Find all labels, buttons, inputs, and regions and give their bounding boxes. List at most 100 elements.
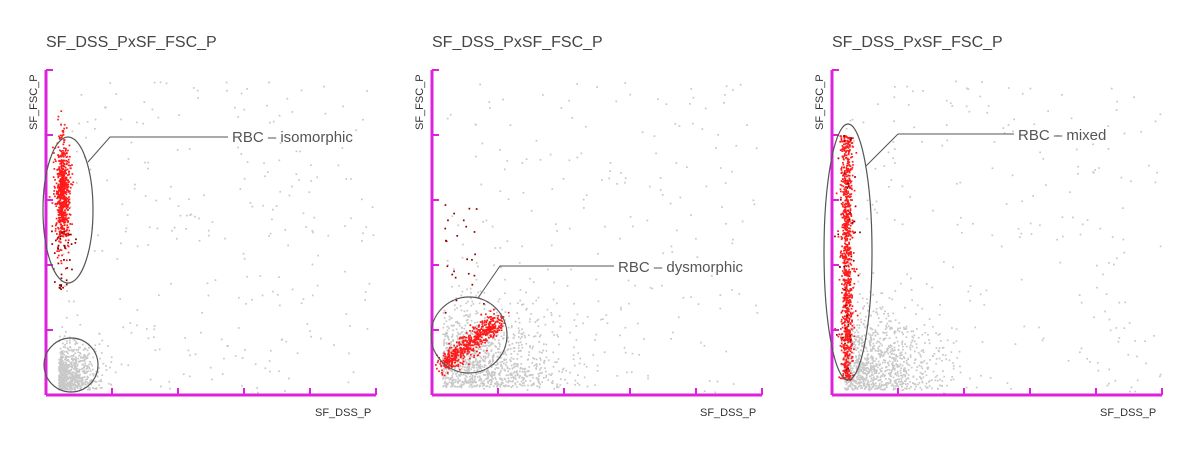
scatter-point	[517, 302, 519, 304]
scatter-point	[1113, 263, 1115, 266]
scatter-point	[858, 343, 860, 346]
scatter-point	[615, 100, 618, 103]
scatter-point	[480, 333, 483, 336]
scatter-point	[54, 195, 56, 198]
scatter-point	[868, 305, 870, 308]
scatter-point	[60, 154, 62, 157]
scatter-point	[64, 230, 67, 232]
scatter-point	[60, 164, 63, 167]
scatter-point	[915, 378, 918, 381]
scatter-point	[61, 154, 64, 156]
scatter-point	[211, 378, 213, 381]
scatter-point	[466, 258, 468, 261]
scatter-point	[909, 196, 911, 198]
scatter-point	[466, 322, 469, 324]
scatter-point	[497, 300, 500, 303]
scatter-point	[897, 365, 900, 368]
scatter-point	[83, 369, 86, 372]
scatter-point	[874, 167, 877, 170]
scatter-point	[110, 356, 113, 359]
scatter-point	[57, 184, 59, 187]
scatter-point	[969, 377, 971, 380]
scatter-point	[92, 373, 94, 375]
scatter-point	[62, 368, 65, 371]
scatter-point	[910, 386, 912, 388]
scatter-point	[64, 186, 67, 189]
scatter-point	[491, 375, 493, 378]
scatter-point	[477, 360, 479, 363]
scatter-point	[347, 381, 350, 384]
scatter-point	[446, 356, 449, 358]
scatter-point	[465, 336, 468, 339]
scatter-point	[556, 361, 558, 363]
scatter-point	[491, 341, 493, 344]
scatter-point	[78, 346, 80, 349]
scatter-point	[61, 225, 63, 228]
scatter-point	[62, 189, 65, 192]
scatter-point	[922, 376, 925, 379]
scatter-point	[69, 167, 72, 169]
scatter-point	[63, 198, 65, 200]
scatter-point	[974, 326, 977, 329]
scatter-point	[1130, 386, 1133, 389]
scatter-point	[267, 171, 269, 173]
scatter-point	[846, 357, 848, 360]
scatter-point	[490, 328, 492, 331]
scatter-point	[1124, 301, 1127, 304]
scatter-point	[86, 349, 89, 352]
scatter-point	[896, 366, 899, 368]
scatter-point	[451, 376, 454, 379]
scatter-point	[854, 381, 857, 384]
scatter-point	[529, 374, 532, 376]
scatter-point	[60, 155, 63, 158]
scatter-point	[450, 317, 452, 320]
scatter-point	[924, 385, 927, 388]
scatter-point	[861, 363, 863, 366]
scatter-point	[873, 367, 876, 370]
scatter-point	[478, 375, 481, 378]
scatter-point	[490, 375, 492, 377]
scatter-point	[63, 232, 66, 235]
scatter-point	[59, 198, 62, 200]
scatter-point	[1075, 148, 1078, 151]
scatter-point	[907, 377, 909, 379]
scatter-point	[852, 323, 855, 326]
scatter-point	[462, 383, 465, 386]
scatter-point	[51, 202, 54, 204]
scatter-point	[268, 235, 270, 237]
scatter-point	[536, 331, 539, 334]
scatter-point	[851, 372, 853, 375]
scatter-point	[965, 105, 968, 108]
scatter-point	[454, 381, 457, 383]
scatter-point	[864, 385, 867, 388]
scatter-point	[102, 362, 105, 365]
scatter-point	[941, 380, 944, 382]
scatter-point	[70, 379, 72, 381]
scatter-point	[77, 379, 80, 382]
scatter-point	[73, 378, 76, 381]
scatter-point	[79, 353, 82, 355]
scatter-point	[65, 201, 67, 204]
scatter-point	[488, 337, 491, 340]
scatter-point	[1010, 388, 1012, 390]
scatter-point	[62, 161, 64, 164]
scatter-point	[512, 333, 515, 336]
scatter-point	[101, 374, 104, 376]
scatter-point	[455, 299, 458, 302]
scatter-point	[866, 298, 868, 300]
scatter-point	[239, 188, 242, 190]
scatter-point	[872, 346, 874, 348]
scatter-point	[529, 277, 531, 280]
scatter-point	[463, 347, 465, 349]
scatter-point	[919, 371, 922, 374]
scatter-point	[467, 333, 470, 336]
scatter-point	[237, 116, 239, 118]
scatter-point	[956, 223, 959, 226]
scatter-point	[64, 245, 66, 247]
scatter-point	[854, 331, 856, 334]
scatter-point	[59, 162, 61, 165]
scatter-point	[865, 358, 867, 361]
scatter-point	[284, 390, 286, 392]
scatter-point	[490, 373, 493, 376]
scatter-point	[746, 124, 748, 126]
